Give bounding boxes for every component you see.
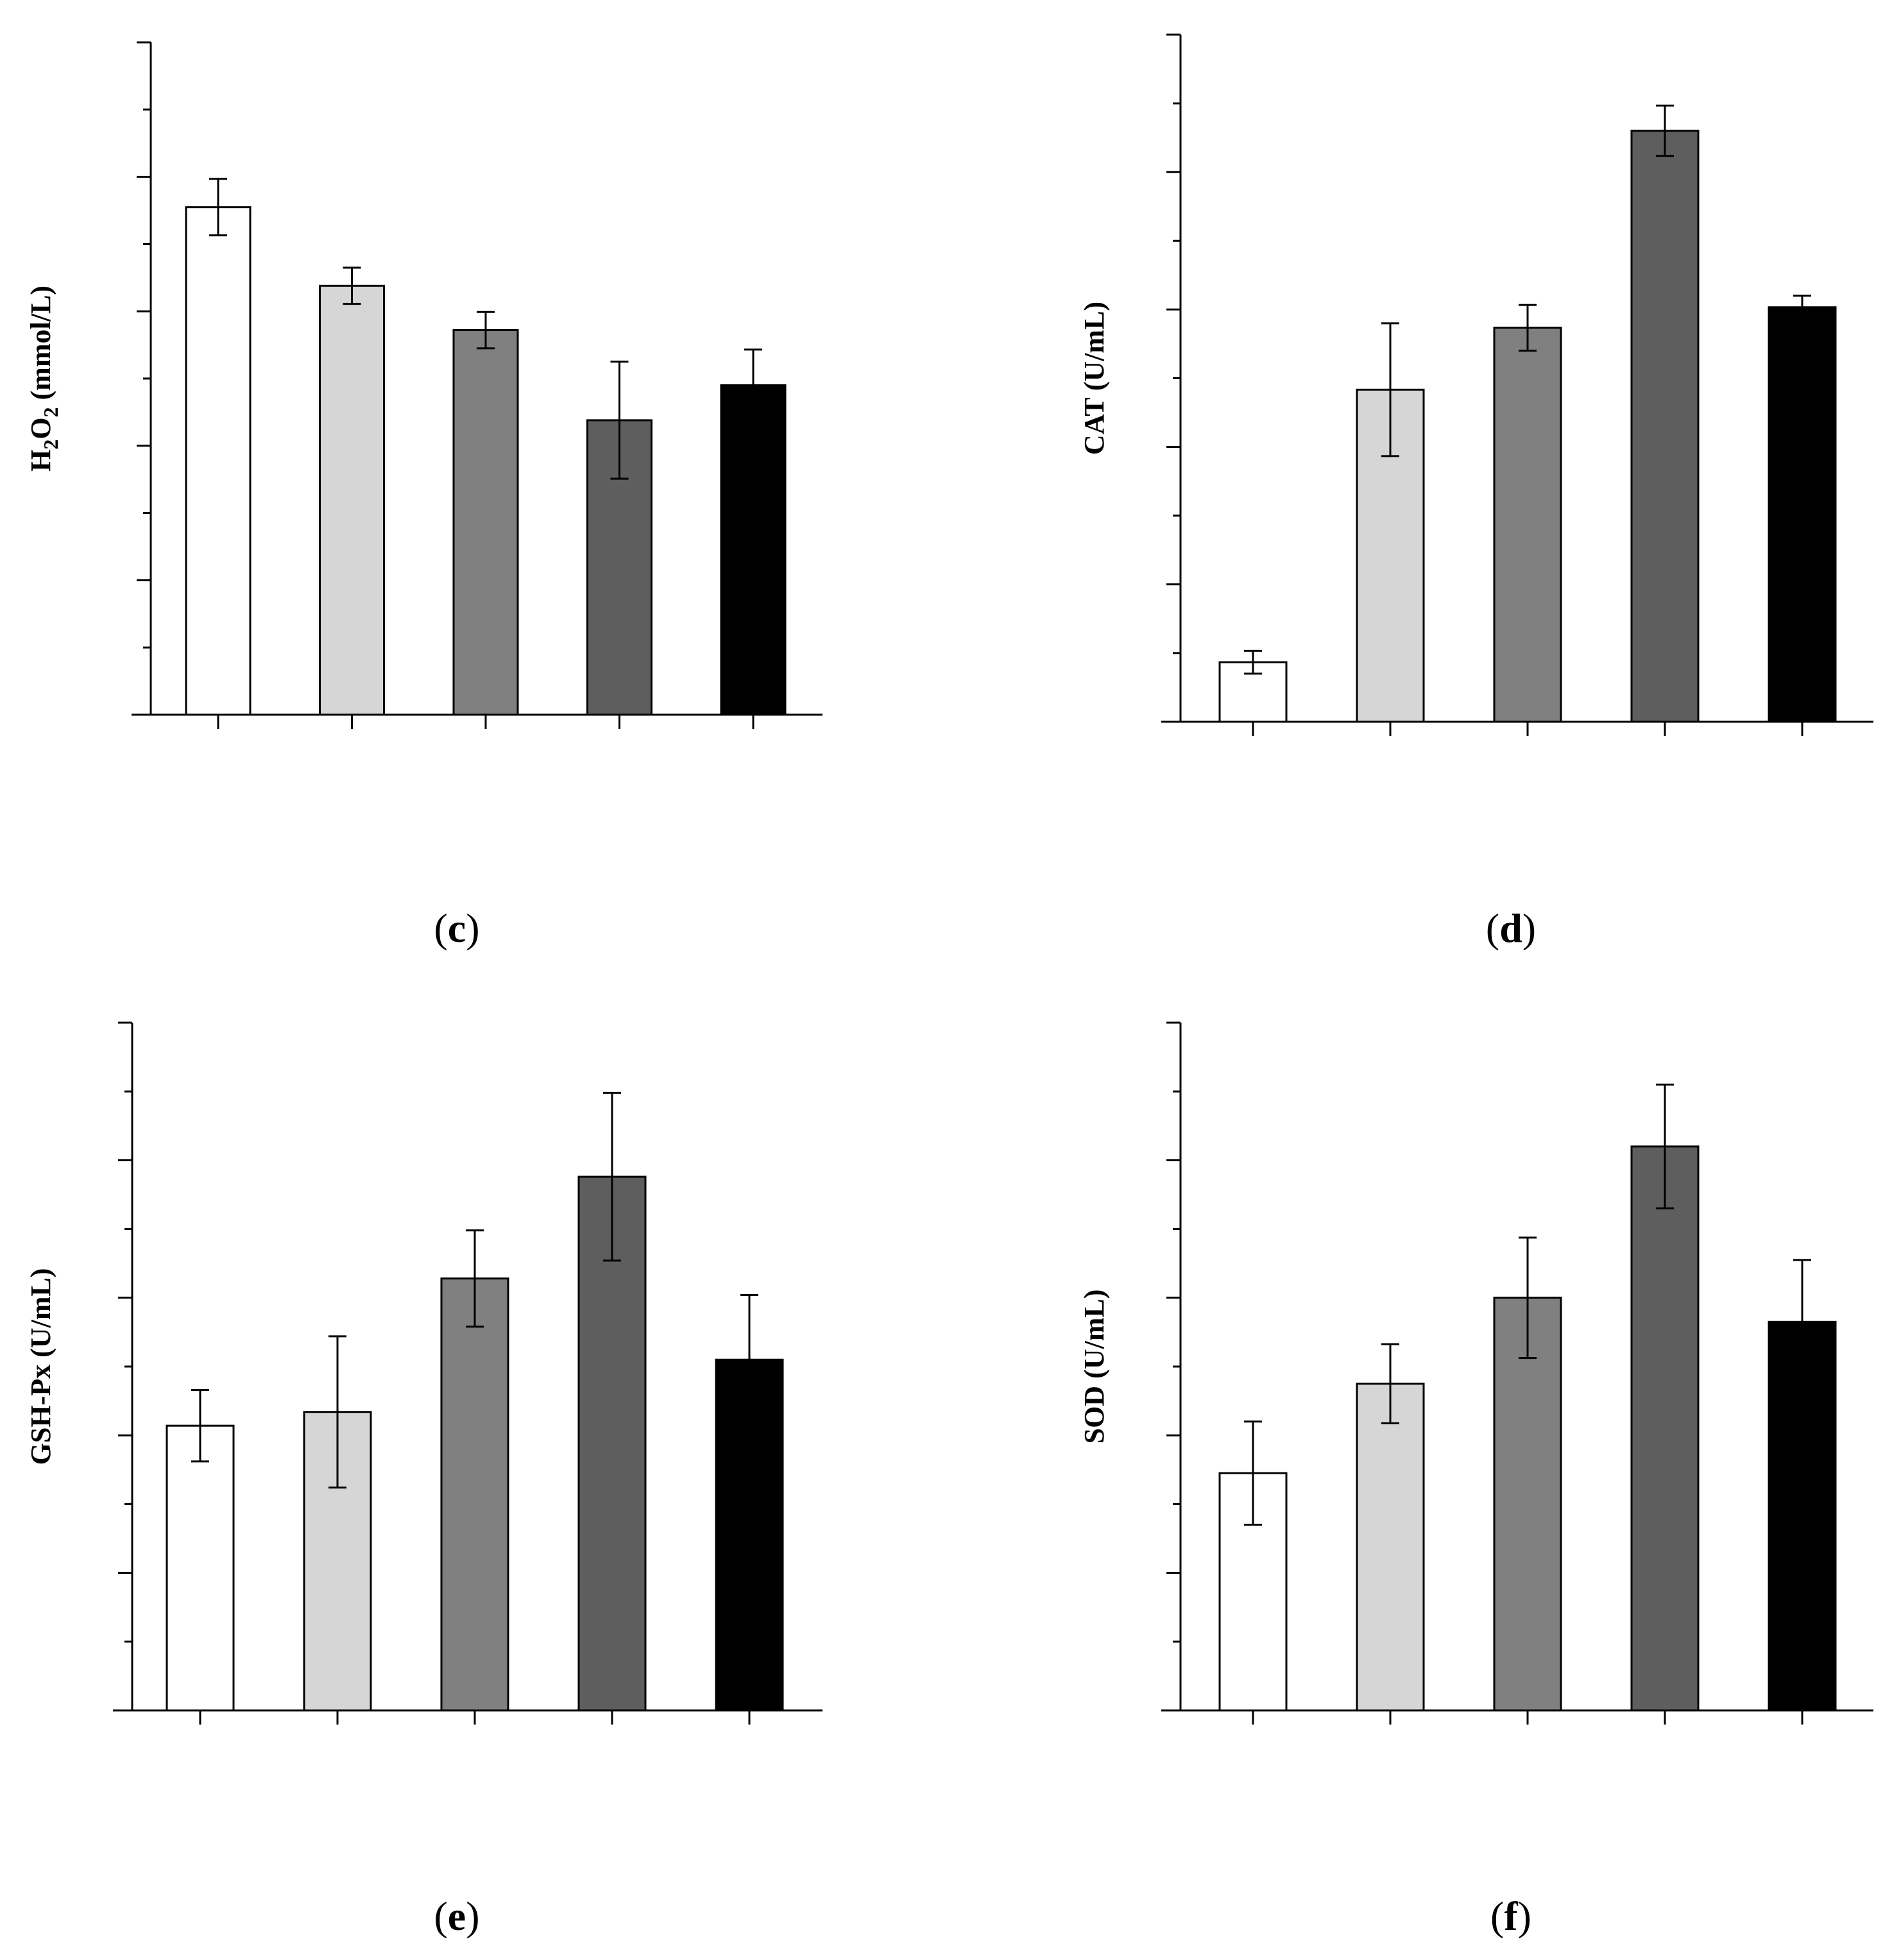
chart-panel-f: SOD (U/mL) [1078, 1021, 1873, 1725]
chart-panel-e: GSH-Px (U/mL) [25, 1021, 823, 1725]
panel-label-c: (c) [434, 905, 479, 951]
bar-0.5 [319, 284, 385, 716]
bar-2.0 [1768, 1320, 1837, 1712]
y-axis-title: GSH-Px (U/mL) [25, 1268, 56, 1465]
y-axis-title-part: H [25, 450, 56, 472]
bar-2.0 [1768, 306, 1837, 723]
y-axis-title: SOD (U/mL) [1078, 1290, 1110, 1444]
bar-2.0 [720, 384, 787, 716]
panel-label-f: (f) [1490, 1893, 1531, 1939]
bar-1.5 [577, 1175, 647, 1712]
chart-panel-c: H2O2 (mmol/L) [25, 41, 823, 729]
bar-1.0 [440, 1277, 509, 1712]
bar-1.5 [1630, 1145, 1700, 1712]
bar-1.0 [452, 329, 519, 716]
y-axis-title-part: (mmol/L) [25, 285, 56, 407]
panel-label-d: (d) [1486, 905, 1536, 951]
y-axis-title: CAT (U/mL) [1078, 302, 1110, 455]
bar-1.0 [1493, 1297, 1562, 1712]
y-axis-title-part: O [25, 417, 56, 439]
panel-label-e: (e) [434, 1893, 479, 1939]
bar-1.5 [1630, 130, 1700, 723]
bar-0.5 [1356, 1383, 1425, 1712]
bar-1.0 [1493, 327, 1562, 723]
chart-panel-d: CAT (U/mL) [1078, 33, 1873, 736]
bar-0 [166, 1424, 235, 1712]
bar-0 [185, 206, 251, 716]
y-axis-title-part: 2 [39, 407, 62, 417]
y-axis-title-part: 2 [39, 439, 62, 450]
y-axis-title: H2O2 (mmol/L) [25, 285, 62, 472]
